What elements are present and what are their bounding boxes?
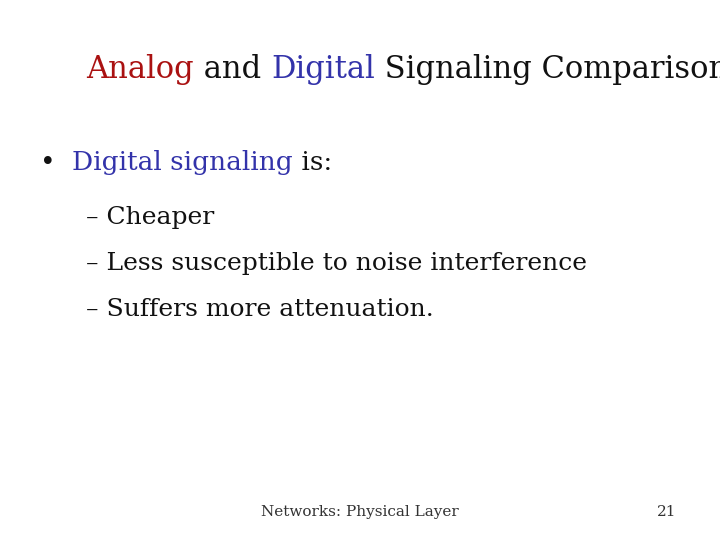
Text: is:: is: [293, 150, 332, 175]
Text: 21: 21 [657, 505, 677, 519]
Text: and: and [194, 55, 271, 85]
Text: – Cheaper: – Cheaper [86, 206, 215, 229]
Text: – Less susceptible to noise interference: – Less susceptible to noise interference [86, 252, 588, 275]
Text: •: • [40, 150, 55, 175]
Text: Digital: Digital [271, 55, 374, 85]
Text: Analog: Analog [86, 55, 194, 85]
Text: Signaling Comparison: Signaling Comparison [374, 55, 720, 85]
Text: Networks: Physical Layer: Networks: Physical Layer [261, 505, 459, 519]
Text: Digital signaling: Digital signaling [72, 150, 293, 175]
Text: – Suffers more attenuation.: – Suffers more attenuation. [86, 298, 434, 321]
